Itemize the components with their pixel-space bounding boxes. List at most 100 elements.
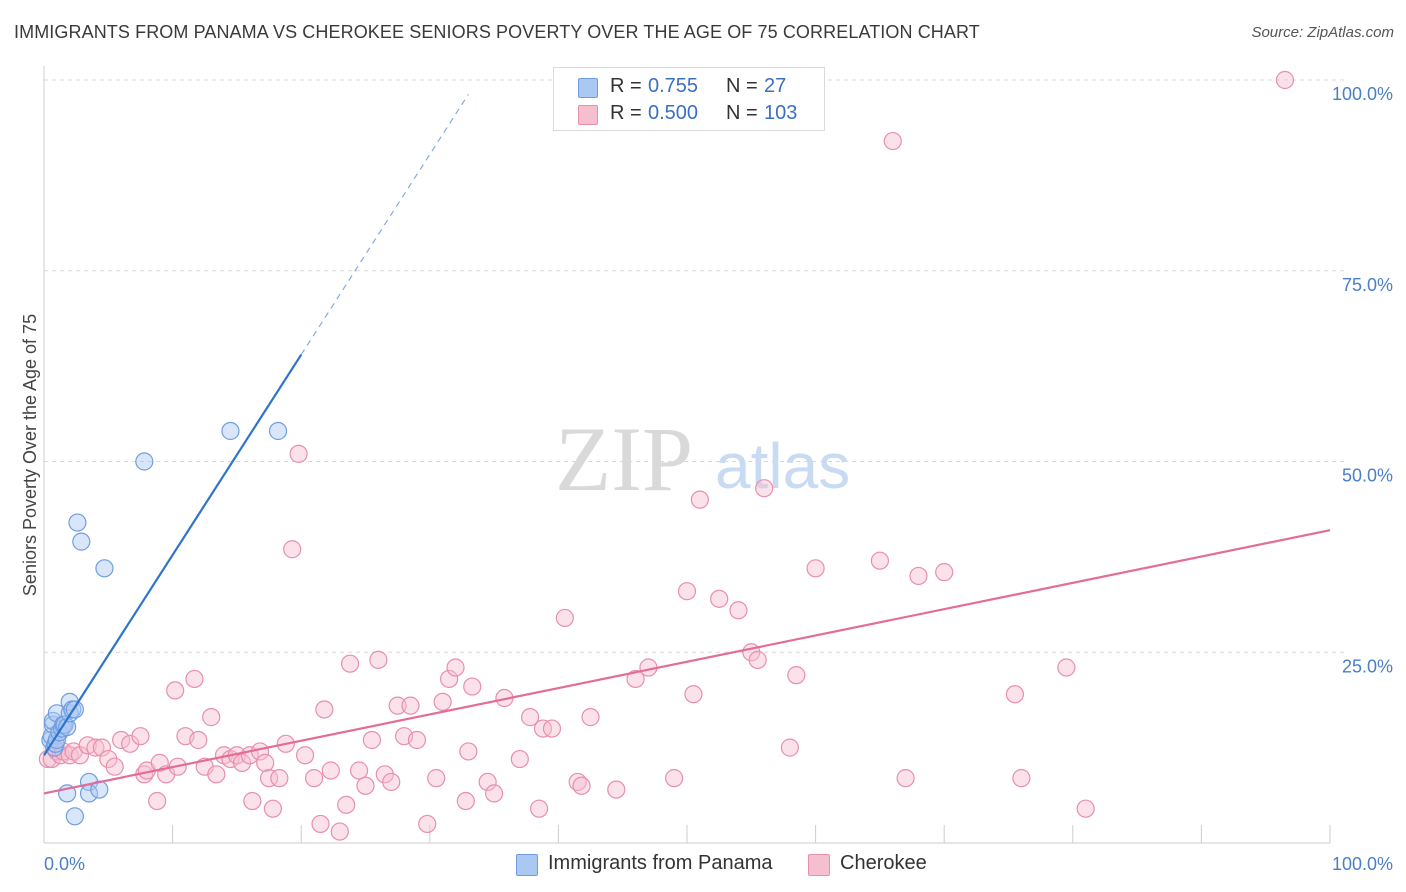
cherokee-point [677, 582, 697, 601]
x-tick-label: 0.0% [44, 854, 85, 874]
tick-labels: 25.0% 50.0% 75.0% 100.0% 0.0% 100.0% [44, 84, 1393, 874]
legend-n-label: N = [726, 102, 758, 124]
cherokee-point [1005, 685, 1025, 704]
cherokee-point [581, 708, 600, 727]
cherokee-point [375, 765, 394, 784]
cherokee-point [369, 650, 388, 669]
cherokee-point [256, 753, 275, 772]
chart-title: IMMIGRANTS FROM PANAMA VS CHEROKEE SENIO… [14, 22, 980, 42]
cherokee-point [232, 753, 252, 772]
legend-r-value: 0.500 [648, 102, 699, 124]
cherokee-point [321, 761, 340, 780]
cherokee-point [710, 589, 729, 608]
bottom-legend-swatch-cherokee [808, 854, 830, 876]
legend-n-value: 27 [764, 75, 787, 97]
cherokee-point [909, 566, 928, 586]
legend-swatch-cherokee [578, 105, 598, 125]
cherokee-point [684, 685, 703, 704]
cherokee-point [755, 479, 774, 498]
legend-n-value: 103 [764, 102, 798, 124]
cherokee-point [439, 669, 459, 689]
source-label: Source: ZipAtlas.com [1251, 24, 1394, 41]
cherokee-point [896, 769, 915, 788]
cherokee-point [356, 776, 375, 795]
grid-lines [44, 79, 1344, 653]
cherokee-point [478, 772, 497, 792]
cherokee-point [295, 746, 315, 765]
cherokee-point [189, 730, 208, 750]
cherokee-point [463, 677, 482, 696]
watermark-zip: ZIP [555, 408, 693, 510]
x-tick-label: 100.0% [1332, 854, 1393, 874]
panama-trend-line [43, 354, 303, 756]
cherokee-point [935, 563, 954, 582]
cherokee-point [263, 799, 283, 818]
cherokee-point [1275, 70, 1295, 90]
cherokee-point [427, 769, 446, 788]
legend-swatch-panama [578, 78, 598, 98]
cherokee-point [340, 654, 360, 673]
cherokee-point [92, 738, 111, 757]
cherokee-point [330, 822, 349, 841]
cherokee-point [883, 131, 902, 151]
cherokee-point [337, 795, 356, 814]
cherokee-point [530, 799, 549, 818]
cherokee-point [315, 700, 334, 719]
cherokee-point [1057, 658, 1076, 677]
legend-r-value: 0.755 [648, 75, 699, 97]
cherokee-point [607, 780, 626, 799]
cherokee-point [407, 730, 427, 750]
y-tick-label: 100.0% [1332, 84, 1393, 104]
cherokee-point [446, 658, 465, 677]
cherokee-point [86, 738, 105, 757]
watermark: ZIP atlas [555, 408, 850, 510]
cherokee-point [433, 692, 452, 711]
panama-point [268, 421, 288, 441]
cherokee-point [572, 776, 591, 795]
cherokee-point [311, 814, 330, 834]
cherokee-point [665, 769, 684, 788]
cherokee-point [202, 708, 221, 727]
cherokee-trend-line [43, 529, 1331, 795]
cherokee-point [542, 719, 562, 738]
legend-n-label: N = [726, 75, 758, 97]
panama-point [95, 559, 114, 578]
cherokee-point [748, 650, 767, 669]
y-tick-label: 75.0% [1342, 275, 1393, 295]
cherokee-point [870, 551, 890, 570]
cherokee-point [1076, 799, 1095, 818]
cherokee-point [555, 608, 574, 628]
correlation-legend: R = 0.755 N = 27 R = 0.500 N = 103 [553, 67, 825, 131]
cherokee-point [185, 669, 204, 689]
watermark-atlas: atlas [715, 430, 850, 502]
cherokee-point [510, 749, 529, 769]
cherokee-point [243, 791, 262, 811]
cherokee-point [270, 769, 289, 788]
panama-point [72, 532, 91, 551]
cherokee-point [521, 708, 540, 727]
cherokee-point [166, 681, 185, 700]
cherokee-point [729, 601, 748, 620]
cherokee-point [207, 765, 226, 784]
panama-point [65, 807, 84, 826]
panama-points [41, 421, 288, 826]
cherokee-point [304, 769, 324, 788]
cherokee-point [1012, 769, 1031, 788]
cherokee-point [150, 753, 169, 772]
cherokee-point [626, 669, 645, 689]
cherokee-point [780, 738, 799, 757]
cherokee-point [485, 784, 504, 803]
cherokee-point [690, 490, 709, 509]
cherokee-point [99, 749, 118, 769]
cherokee-point [349, 761, 369, 780]
cherokee-point [418, 814, 437, 834]
bottom-legend-label-panama: Immigrants from Panama [548, 852, 773, 874]
cherokee-point [459, 742, 478, 761]
y-tick-label: 25.0% [1342, 656, 1393, 676]
cherokee-point [259, 769, 279, 788]
cherokee-point [787, 666, 806, 685]
cherokee-point [112, 730, 131, 750]
panama-trend-extension [300, 93, 469, 356]
cherokee-point [362, 730, 382, 750]
